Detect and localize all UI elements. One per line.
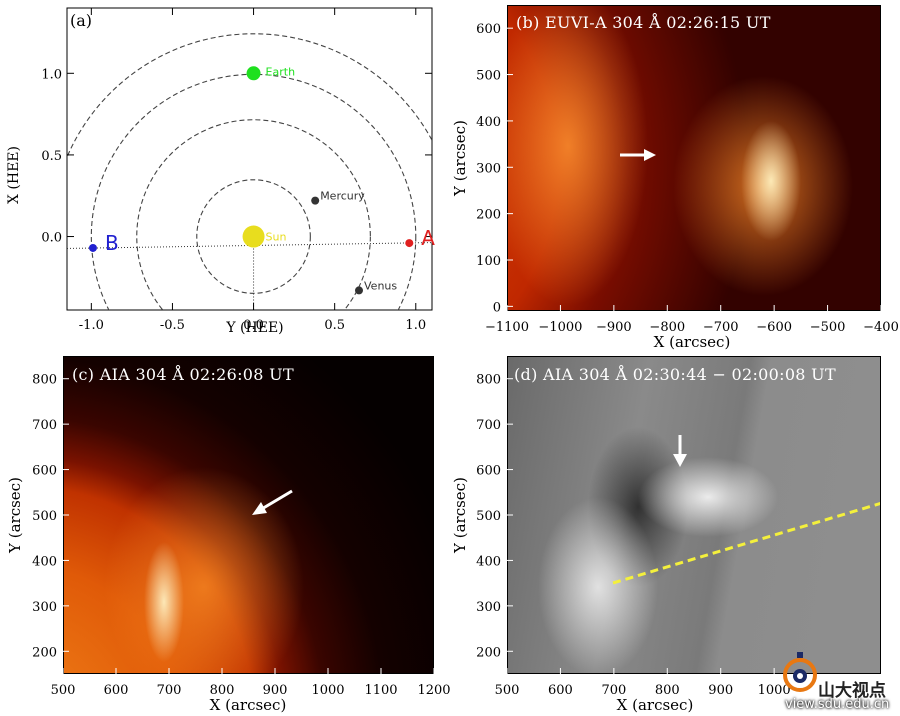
y-tick-label: 400 — [476, 115, 501, 130]
point-mercury: Mercury — [311, 190, 365, 205]
y-tick-label: 400 — [32, 554, 57, 569]
slit-line — [612, 502, 880, 585]
x-tick-label: 600 — [548, 683, 573, 698]
panel-a-ylabel: X (HEE) — [6, 146, 22, 204]
y-tick-label: 200 — [476, 208, 501, 223]
svg-text:Earth: Earth — [266, 65, 296, 78]
y-tick-label: 600 — [32, 464, 57, 479]
x-tick-label: 800 — [210, 683, 235, 698]
y-tick-label: 400 — [476, 554, 501, 569]
panel-b-ylabel: Y (arcsec) — [451, 120, 469, 197]
watermark-name: 山大视点 — [818, 681, 886, 701]
panel-d-overlays — [612, 435, 880, 585]
x-tick-label: −500 — [810, 320, 846, 335]
x-tick-label: 0.5 — [324, 318, 345, 333]
orbit-1 — [136, 119, 371, 310]
y-tick-label: 700 — [476, 418, 501, 433]
y-tick-label: 800 — [476, 373, 501, 388]
y-tick-label: 200 — [476, 645, 501, 660]
panel-b-title: (b) EUVI-A 304 Å 02:26:15 UT — [516, 13, 771, 32]
aia-304-image: (c) AIA 304 Å 02:26:08 UT — [63, 356, 434, 674]
panel-c-xlabel: X (arcsec) — [210, 696, 287, 714]
planet-points: Sun Venus Mercury Earth B A — [88, 65, 435, 295]
y-tick-label: 600 — [476, 464, 501, 479]
x-tick-label: 900 — [263, 683, 288, 698]
y-tick-label: 700 — [32, 418, 57, 433]
panel-b-xlabel: X (arcsec) — [654, 333, 731, 351]
point-a: A — [405, 226, 435, 250]
point-b: B — [88, 231, 119, 255]
x-tick-label: −900 — [596, 320, 632, 335]
y-tick-label: 500 — [32, 509, 57, 524]
svg-text:Mercury: Mercury — [320, 190, 365, 203]
y-tick-label: 0.0 — [41, 231, 62, 246]
panel-c-title: (c) AIA 304 Å 02:26:08 UT — [72, 365, 294, 384]
y-tick-label: 200 — [32, 645, 57, 660]
panel-a-frame — [66, 7, 433, 311]
line-of-sight — [67, 236, 432, 310]
x-tick-label: 1000 — [758, 683, 791, 698]
panel-a-ticks: -1.0 -0.5 0.0 0.5 1.0 0.0 0.5 1.0 — [41, 8, 432, 333]
panel-d-axes: 500 600 700 800 900 1000 200 300 400 500 600 700 800… — [451, 373, 791, 714]
x-tick-label: 600 — [104, 683, 129, 698]
aia-difference-image: (d) AIA 304 Å 02:30:44 − 02:00:08 UT — [507, 356, 881, 674]
panel-a-label: (a) — [70, 11, 92, 30]
panel-b-axes: −1100 −1000 −900 −800 −700 −600 −500 −400 0 100 20… — [451, 22, 899, 351]
panel-a-plot: -1.0 -0.5 0.0 0.5 1.0 0.0 0.5 1.0 Sun Venus Mercu… — [6, 7, 435, 336]
y-tick-label: 300 — [32, 600, 57, 615]
panel-d-title: (d) AIA 304 Å 02:30:44 − 02:00:08 UT — [514, 365, 836, 384]
panel-a-xlabel: Y (HEE) — [225, 320, 283, 336]
x-tick-label: 1000 — [311, 683, 344, 698]
x-tick-label: 1100 — [364, 683, 397, 698]
orbit-3 — [67, 33, 432, 159]
panel-d-arrowhead — [673, 454, 687, 467]
sdu-logo-icon — [783, 652, 817, 692]
x-tick-label: 700 — [157, 683, 182, 698]
svg-text:Sun: Sun — [266, 231, 287, 244]
y-tick-label: 500 — [476, 69, 501, 84]
x-tick-label: -1.0 — [79, 318, 104, 333]
panel-c-arrow — [252, 489, 293, 515]
y-tick-label: 600 — [476, 22, 501, 37]
x-tick-label: -0.5 — [160, 318, 185, 333]
x-tick-label: 900 — [708, 683, 733, 698]
y-tick-label: 100 — [476, 254, 501, 269]
x-tick-label: 0.0 — [243, 318, 264, 333]
svg-text:Venus: Venus — [364, 279, 397, 292]
x-tick-label: 1200 — [417, 683, 450, 698]
x-tick-label: −1000 — [538, 320, 582, 335]
x-tick-label: 500 — [495, 683, 520, 698]
y-tick-label: 0.5 — [41, 149, 62, 164]
x-tick-label: −400 — [863, 320, 899, 335]
x-tick-label: −700 — [703, 320, 739, 335]
point-sun: Sun — [242, 225, 287, 248]
x-tick-label: −1100 — [485, 320, 529, 335]
x-tick-label: −600 — [756, 320, 792, 335]
svg-text:A: A — [421, 226, 435, 250]
stereo-line — [67, 242, 432, 249]
y-tick-label: 500 — [476, 509, 501, 524]
euvi-a-image: (b) EUVI-A 304 Å 02:26:15 UT — [507, 5, 881, 311]
x-tick-label: 800 — [655, 683, 680, 698]
panel-d-xlabel: X (arcsec) — [617, 696, 694, 714]
y-tick-label: 0 — [493, 300, 501, 315]
y-tick-label: 800 — [32, 373, 57, 388]
watermark-url: view.sdu.edu.cn — [785, 697, 890, 712]
panel-c-axes: 500 600 700 800 900 1000 1100 1200 200 300 400 500 6… — [6, 373, 451, 714]
x-tick-label: 1.0 — [405, 318, 426, 333]
panel-d-ylabel: Y (arcsec) — [451, 477, 469, 554]
y-tick-label: 300 — [476, 600, 501, 615]
x-tick-label: −800 — [649, 320, 685, 335]
svg-text:B: B — [105, 231, 119, 255]
y-tick-label: 1.0 — [41, 67, 62, 82]
panel-b-arrow — [620, 149, 656, 161]
orbit-0 — [196, 179, 311, 294]
point-venus: Venus — [355, 279, 397, 295]
x-tick-label: 700 — [601, 683, 626, 698]
panel-c-ylabel: Y (arcsec) — [6, 477, 24, 554]
x-tick-label: 500 — [51, 683, 76, 698]
point-earth: Earth — [246, 65, 296, 81]
y-tick-label: 300 — [476, 161, 501, 176]
